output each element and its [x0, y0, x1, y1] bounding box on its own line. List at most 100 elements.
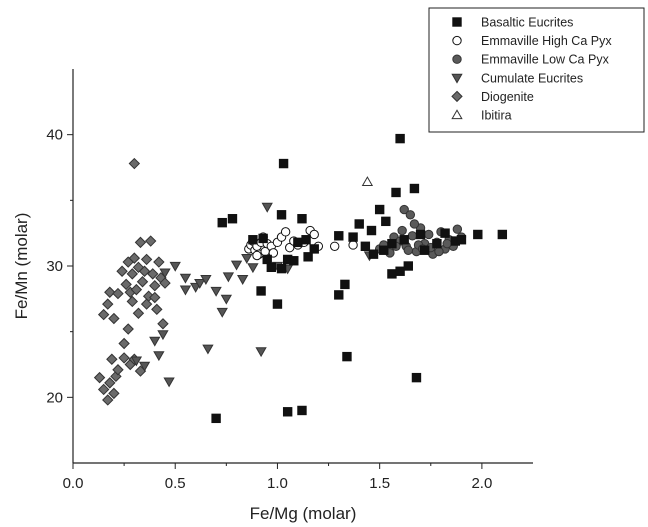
data-point: [309, 244, 319, 254]
y-axis-label: Fe/Mn (molar): [12, 213, 31, 320]
data-point: [255, 347, 267, 358]
data-point: [309, 229, 319, 240]
data-point: [473, 229, 483, 240]
data-point: [387, 269, 397, 279]
data-point: [256, 286, 266, 296]
data-point: [415, 229, 426, 240]
data-point: [237, 275, 249, 285]
data-point: [128, 157, 141, 170]
data-point: [381, 216, 391, 227]
data-point: [97, 383, 110, 396]
data-point: [179, 285, 192, 296]
data-point: [374, 204, 385, 215]
data-point: [147, 268, 159, 280]
data-point: [102, 394, 114, 406]
data-point: [405, 210, 416, 220]
x-tick-label: 1.5: [369, 475, 390, 492]
legend: Basaltic Eucrites Emmaville High Ca Pyx Em…: [428, 7, 645, 133]
legend-marker: [451, 90, 463, 103]
data-point: [216, 307, 228, 318]
data-point: [411, 372, 422, 383]
data-point: [391, 187, 401, 198]
data-point: [258, 233, 268, 244]
data-point: [248, 235, 258, 245]
legend-entry: Ibitira: [481, 109, 512, 123]
data-point: [262, 254, 272, 265]
x-axis-label: Fe/Mg (molar): [250, 504, 357, 523]
data-point: [153, 351, 165, 362]
data-point: [130, 356, 143, 367]
data-point: [387, 238, 397, 249]
data-point: [403, 245, 413, 255]
data-point: [149, 291, 161, 304]
data-point: [210, 286, 222, 297]
data-point: [272, 299, 283, 309]
data-point: [395, 133, 405, 144]
data-point: [108, 312, 120, 325]
data-points: [93, 133, 508, 424]
data-point: [151, 303, 163, 316]
data-point: [456, 235, 467, 245]
legend-marker: [452, 35, 462, 46]
data-point: [280, 227, 291, 237]
data-point: [301, 235, 311, 245]
data-point: [120, 278, 132, 291]
data-point: [403, 261, 413, 271]
data-point: [149, 336, 161, 347]
data-point: [247, 263, 259, 274]
legend-marker: [452, 54, 462, 64]
data-point: [334, 231, 344, 241]
data-point: [140, 253, 153, 266]
x-tick-label: 0.5: [165, 475, 186, 492]
data-point: [118, 337, 130, 350]
data-point: [379, 245, 389, 255]
data-point: [220, 294, 232, 305]
data-point: [149, 279, 161, 292]
data-point: [112, 364, 124, 376]
data-point: [211, 413, 221, 424]
data-point: [126, 295, 138, 308]
data-point: [102, 298, 114, 310]
y-tick-label: 30: [46, 258, 63, 275]
data-point: [104, 377, 116, 389]
x-tick-label: 2.0: [471, 475, 492, 492]
data-point: [104, 286, 116, 298]
x-tick-label: 0.0: [63, 475, 84, 492]
legend-entry: Emmaville Low Ca Pyx: [481, 53, 610, 67]
data-point: [342, 351, 352, 362]
data-point: [200, 275, 212, 285]
data-point: [179, 273, 192, 284]
y-tick-label: 40: [46, 127, 63, 144]
data-point: [157, 318, 169, 330]
data-point: [354, 219, 364, 229]
y-tick-label: 20: [46, 389, 63, 406]
data-point: [303, 252, 313, 262]
data-point: [118, 352, 130, 364]
data-point: [329, 241, 340, 252]
data-point: [128, 252, 141, 264]
data-point: [432, 238, 442, 249]
data-point: [297, 405, 307, 416]
data-point: [407, 231, 418, 241]
data-point: [159, 268, 171, 279]
data-point: [348, 232, 358, 242]
data-point: [194, 278, 206, 289]
data-point: [261, 202, 273, 213]
data-point: [361, 176, 374, 187]
data-point: [157, 330, 169, 341]
legend-entry: Cumulate Eucrites: [481, 71, 583, 85]
data-point: [144, 235, 157, 247]
data-point: [169, 261, 181, 272]
data-point: [138, 265, 151, 277]
data-point: [440, 228, 450, 238]
data-point: [434, 246, 444, 257]
data-point: [297, 214, 307, 224]
data-point: [106, 353, 118, 365]
data-point: [293, 237, 303, 248]
data-point: [452, 224, 463, 234]
data-point: [241, 254, 253, 264]
data-point: [419, 245, 430, 255]
data-point: [399, 235, 409, 245]
data-point: [130, 283, 143, 296]
